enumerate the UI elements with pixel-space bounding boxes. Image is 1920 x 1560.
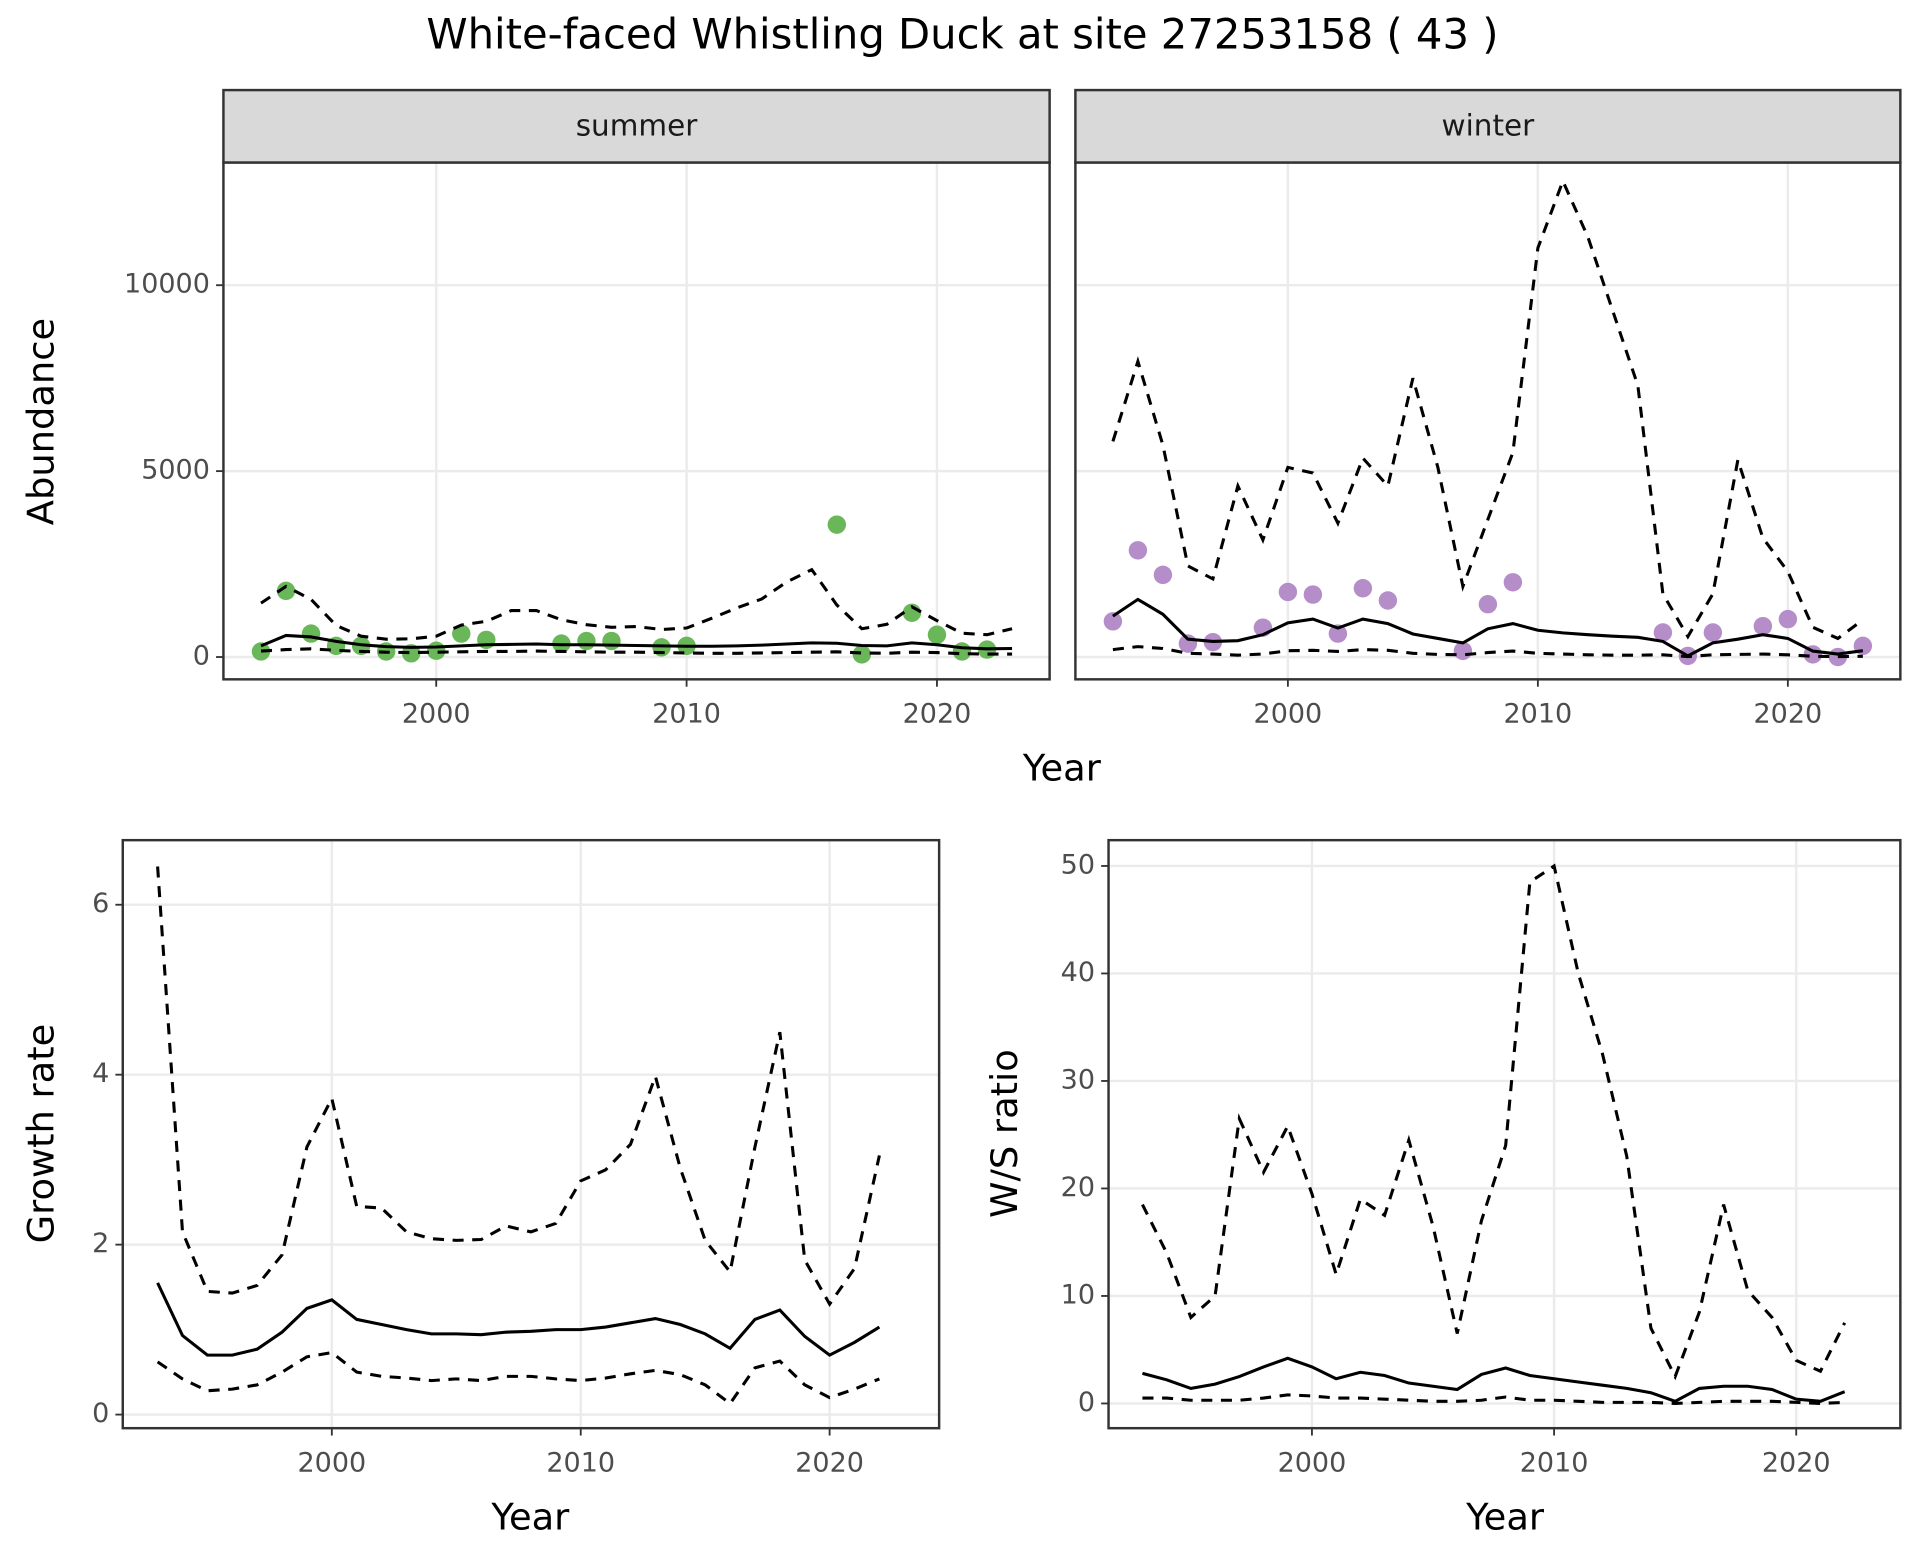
panel-border <box>1107 838 1902 1430</box>
x-axis-title: Year <box>1022 747 1102 790</box>
y-tick-label: 0 <box>92 1398 109 1429</box>
strip-label: summer <box>576 108 699 142</box>
y-axis-title: Abundance <box>19 318 62 525</box>
data-point <box>452 624 471 643</box>
x-tick-label: 2020 <box>903 698 972 729</box>
data-point <box>1703 623 1723 642</box>
y-tick-label: 30 <box>1061 1064 1095 1095</box>
data-point <box>1353 579 1373 598</box>
x-tick-label: 2010 <box>546 1447 615 1478</box>
plot-background <box>1108 840 1901 1429</box>
data-point <box>1653 623 1673 642</box>
y-tick-label: 2 <box>92 1228 109 1259</box>
chart-title: White-faced Whistling Duck at site 27253… <box>426 9 1498 58</box>
data-point <box>827 515 847 534</box>
data-point <box>602 631 621 651</box>
estimate-line <box>260 633 1013 651</box>
x-tick-label: 2010 <box>652 698 721 729</box>
y-tick-label: 5000 <box>141 455 210 486</box>
data-point <box>1503 573 1523 592</box>
plot-background <box>223 162 1050 680</box>
data-point <box>927 625 947 644</box>
strip-label: winter <box>1442 108 1536 142</box>
data-point <box>952 642 972 661</box>
x-axis-title: Year <box>490 1496 570 1539</box>
y-tick-label: 0 <box>1078 1387 1095 1418</box>
data-point <box>251 642 271 661</box>
y-tick-label: 10000 <box>124 269 210 300</box>
y-tick-label: 6 <box>92 888 109 919</box>
data-point <box>301 624 321 643</box>
data-point <box>1303 585 1323 604</box>
data-point <box>1153 565 1173 585</box>
data-point <box>1753 616 1773 636</box>
data-point <box>1778 609 1798 629</box>
x-tick-label: 2020 <box>1754 698 1823 729</box>
y-axis-title: Growth rate <box>19 1024 62 1244</box>
estimate-line <box>1112 597 1864 658</box>
x-axis-title: Year <box>1465 1496 1545 1539</box>
data-point <box>852 645 872 664</box>
strip <box>222 88 1051 164</box>
data-point <box>1478 595 1498 614</box>
plot-background <box>1075 162 1901 680</box>
x-tick-label: 2020 <box>795 1447 864 1478</box>
data-point <box>276 581 296 601</box>
interval-line <box>260 567 1013 641</box>
interval-line <box>1111 177 1864 641</box>
interval-line <box>1112 645 1863 659</box>
y-tick-label: 20 <box>1061 1172 1095 1203</box>
plot-background <box>122 840 940 1429</box>
data-point <box>1328 624 1348 643</box>
x-tick-label: 2010 <box>1520 1447 1589 1478</box>
x-tick-label: 2000 <box>402 698 471 729</box>
y-tick-label: 4 <box>92 1058 109 1089</box>
y-tick-label: 40 <box>1061 957 1095 988</box>
x-tick-label: 2000 <box>297 1447 366 1478</box>
estimate-line <box>1142 1356 1846 1403</box>
data-point <box>577 631 596 651</box>
strip <box>1074 88 1902 164</box>
data-point <box>1378 591 1398 610</box>
y-tick-label: 0 <box>193 641 210 672</box>
y-tick-label: 50 <box>1061 849 1095 880</box>
y-tick-label: 10 <box>1061 1279 1095 1310</box>
interval-line <box>156 866 881 1308</box>
interval-line <box>156 1350 880 1406</box>
data-point <box>1103 612 1123 631</box>
interval-line <box>260 647 1013 656</box>
x-tick-label: 2000 <box>1254 698 1323 729</box>
data-point <box>1278 582 1298 602</box>
estimate-line <box>156 1282 881 1357</box>
data-point <box>1128 541 1148 560</box>
panel-border <box>121 838 941 1430</box>
x-tick-label: 2020 <box>1762 1447 1831 1478</box>
y-axis-title: W/S ratio <box>983 1049 1026 1218</box>
x-tick-label: 2000 <box>1278 1447 1347 1478</box>
interval-line <box>1141 863 1847 1381</box>
x-tick-label: 2010 <box>1504 698 1573 729</box>
